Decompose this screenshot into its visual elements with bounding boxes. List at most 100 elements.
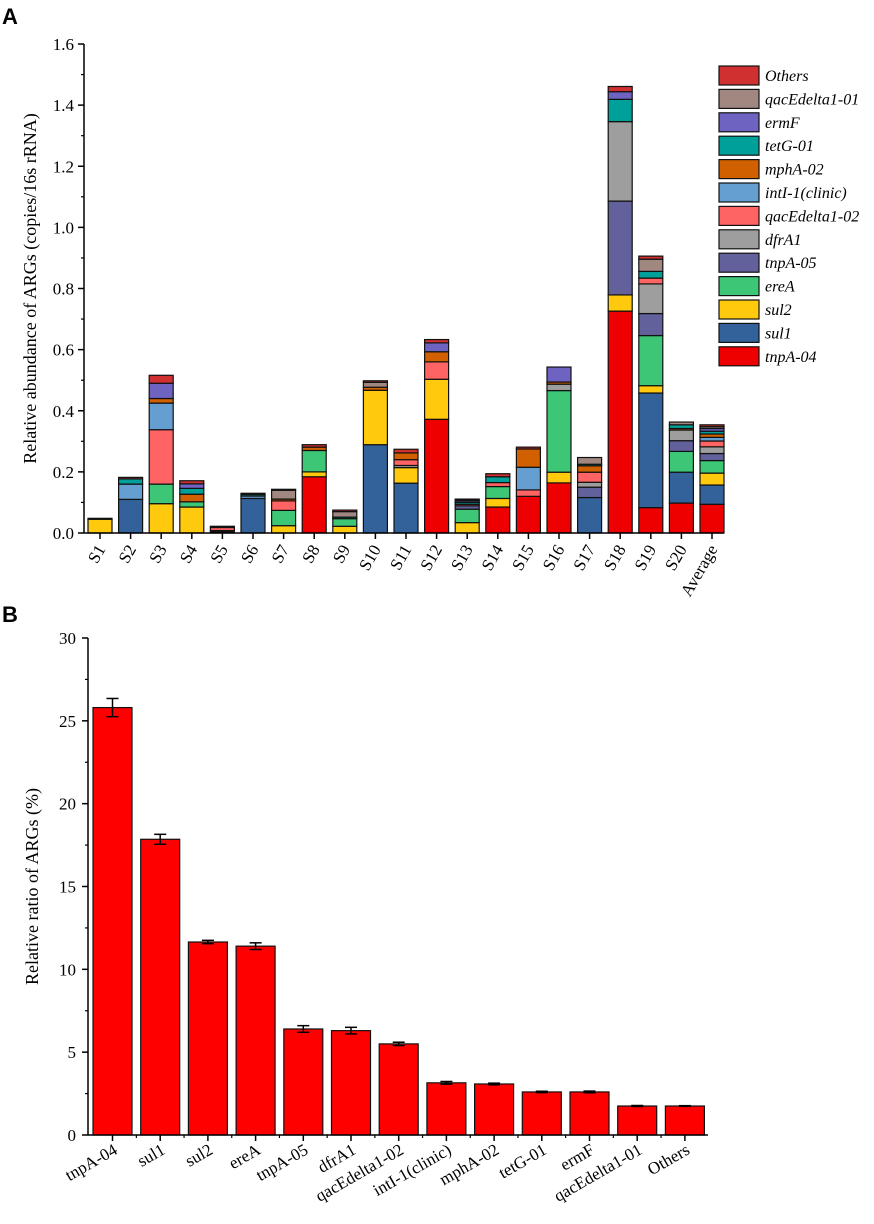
panel-label-b: B: [2, 602, 18, 627]
bar-segment-Average-tnpA-05: [699, 452, 725, 462]
bar-segment-S3-ereA: [148, 483, 174, 505]
bar-segment-S19-qacEdelta1-02: [638, 277, 664, 285]
error-bar-tnpA-05: [297, 1024, 310, 1034]
bar-segment-S19-tetG-01: [638, 270, 664, 279]
bar-segment-S14-Others: [485, 473, 511, 478]
bar-segment-S9-Others: [332, 509, 358, 513]
legend-swatch-qacEdelta1-01: [718, 88, 760, 110]
bar-mphA-02: [474, 1083, 515, 1136]
bar-tetG-01: [521, 1091, 562, 1136]
bar-dfrA1: [330, 1030, 372, 1136]
bar-segment-S20-tnpA-04: [668, 502, 695, 534]
bar-segment-Average-Others: [699, 424, 725, 428]
bar-segment-Average-dfrA1: [699, 446, 725, 455]
error-bar-dfrA1: [345, 1026, 357, 1035]
bar-segment-S8-tnpA-04: [301, 476, 327, 534]
x-tick-label: S2: [115, 542, 140, 567]
bar-segment-Average-qacEdelta1-02: [699, 440, 725, 448]
bar-segment-S3-Others: [148, 374, 174, 384]
bar-segment-Average-sul2: [699, 472, 725, 486]
x-tick-label: tnpA-04: [62, 1140, 121, 1185]
legend-swatch-sul1: [718, 322, 760, 343]
bar-segment-S20-ereA: [668, 450, 695, 473]
bar-segment-S19-tnpA-04: [638, 507, 664, 534]
bar-segment-S15-intI-1(clinic): [515, 466, 542, 491]
bar-segment-S20-sul1: [668, 471, 695, 504]
bar-tnpA-04: [92, 706, 133, 1136]
bar-segment-S17-qacEdelta1-02: [576, 471, 603, 483]
bar-segment-S2-intI-1(clinic): [117, 483, 144, 500]
x-tick-label: sul2: [182, 1140, 216, 1171]
x-tick-label: S8: [298, 542, 323, 567]
bar-segment-S11-qacEdelta1-02: [393, 459, 419, 467]
bar-segment-S12-sul2: [424, 378, 450, 420]
bar-segment-S18-Others: [607, 85, 633, 93]
y-tick-label: 0.0: [53, 524, 74, 543]
y-tick-label: 0: [68, 1126, 77, 1145]
bar-segment-S19-sul1: [638, 392, 664, 509]
bar-segment-S17-mphA-02: [576, 465, 603, 473]
error-bar-tetG-01: [535, 1090, 548, 1094]
error-bar-sul2: [201, 939, 214, 945]
legend-label: tnpA-04: [765, 349, 817, 366]
x-tick-label: S3: [145, 542, 170, 567]
bar-segment-S19-dfrA1: [638, 283, 664, 315]
bar-segment-S13-Others: [454, 498, 480, 501]
legend-label: qacEdelta1-02: [765, 208, 859, 225]
y-tick-label: 1.2: [53, 157, 74, 176]
y-tick-label: 20: [59, 795, 76, 814]
error-bar-intI-1(clinic): [440, 1080, 453, 1085]
bar-segment-S7-qacEdelta1-02: [271, 500, 297, 511]
y-axis-label: Relative ratio of ARGs (%): [22, 788, 43, 985]
bar-segment-S18-ermF: [607, 91, 633, 100]
bar-segment-S12-qacEdelta1-02: [424, 361, 450, 380]
legend-swatch-tnpA-05: [718, 252, 760, 273]
legend-label: ermF: [765, 115, 800, 132]
bar-segment-S6-sul1: [240, 497, 266, 534]
bar-segment-S16-sul2: [546, 471, 572, 484]
y-tick-label: 30: [59, 629, 76, 648]
y-tick-label: 0.2: [53, 463, 74, 482]
legend-swatch-dfrA1: [718, 229, 760, 250]
legend-swatch-tnpA-04: [718, 346, 760, 367]
bar-segment-S16-ereA: [546, 389, 572, 473]
x-tick-label: S4: [176, 541, 202, 566]
bar-segment-S9-qacEdelta1-01: [332, 511, 358, 518]
bar-segment-S19-Others: [638, 255, 664, 260]
bar-ermF: [569, 1091, 610, 1136]
bar-segment-S7-sul2: [271, 525, 297, 534]
bar-segment-S18-tnpA-04: [607, 310, 633, 534]
bar-segment-S1-sul2: [87, 518, 113, 534]
bar-segment-Average-ereA: [699, 459, 725, 474]
bar-segment-S16-ermF: [546, 366, 572, 383]
legend-label: sul2: [765, 302, 792, 319]
bar-segment-S16-tnpA-04: [546, 482, 572, 534]
bar-segment-S2-tetG-01: [117, 478, 144, 485]
x-tick-label: S5: [206, 542, 231, 567]
bar-segment-Average-tnpA-04: [699, 503, 725, 534]
legend-label: tetG-01: [765, 138, 814, 155]
bar-segment-S3-sul2: [148, 503, 174, 534]
bar-segment-S12-tnpA-04: [424, 418, 450, 534]
y-tick-label: 0.6: [53, 341, 74, 360]
bar-sul2: [187, 941, 228, 1136]
bar-segment-S17-sul1: [576, 496, 603, 534]
legend-swatch-mphA-02: [718, 159, 760, 180]
bar-segment-S12-ermF: [424, 342, 450, 353]
x-tick-label: S7: [268, 541, 294, 566]
legend-swatch-Others: [718, 65, 760, 86]
y-tick-label: 1.4: [53, 96, 75, 115]
bar-segment-S2-sul1: [117, 498, 144, 534]
error-bar-Others: [678, 1104, 691, 1108]
panel-label-a: A: [2, 4, 18, 29]
x-tick-label: S11: [386, 542, 415, 574]
error-bar-tnpA-04: [106, 697, 119, 718]
bar-segment-S10-sul2: [362, 389, 388, 446]
bar-segment-S20-qacEdelta1-01: [668, 421, 695, 426]
bar-segment-Average-sul1: [699, 484, 725, 505]
y-tick-label: 1.0: [53, 218, 74, 237]
bar-segment-S20-tnpA-05: [668, 440, 695, 452]
bar-segment-S5-Others: [209, 525, 235, 529]
bar-segment-S17-dfrA1: [576, 481, 603, 488]
